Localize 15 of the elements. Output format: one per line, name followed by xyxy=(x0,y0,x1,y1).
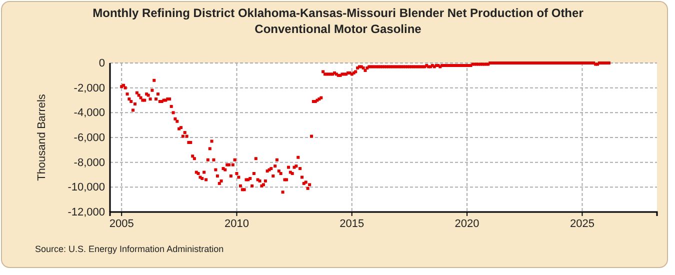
y-tick-label: -12,000 xyxy=(68,206,105,219)
y-tick-label: -6,000 xyxy=(74,132,105,144)
x-tick-label: 2005 xyxy=(109,218,134,230)
source-note: Source: U.S. Energy Information Administration xyxy=(35,244,224,254)
y-tick-label: 0 xyxy=(98,58,105,70)
y-tick-label: -4,000 xyxy=(74,107,105,120)
y-axis-title: Thousand Barrels xyxy=(36,94,48,181)
y-tick-label: -8,000 xyxy=(74,156,105,169)
x-tick-label: 2020 xyxy=(454,218,480,230)
x-tick-label: 2015 xyxy=(340,218,364,230)
y-tick-label: -2,000 xyxy=(74,82,105,94)
x-tick-label: 2025 xyxy=(570,218,594,230)
chart-title: Monthly Refining District Oklahoma-Kansas-Missouri Blender Net Production of Other Conventional Motor Gasoline xyxy=(92,6,584,36)
y-tick-label: -10,000 xyxy=(68,182,105,194)
x-tick-label: 2010 xyxy=(224,218,249,230)
